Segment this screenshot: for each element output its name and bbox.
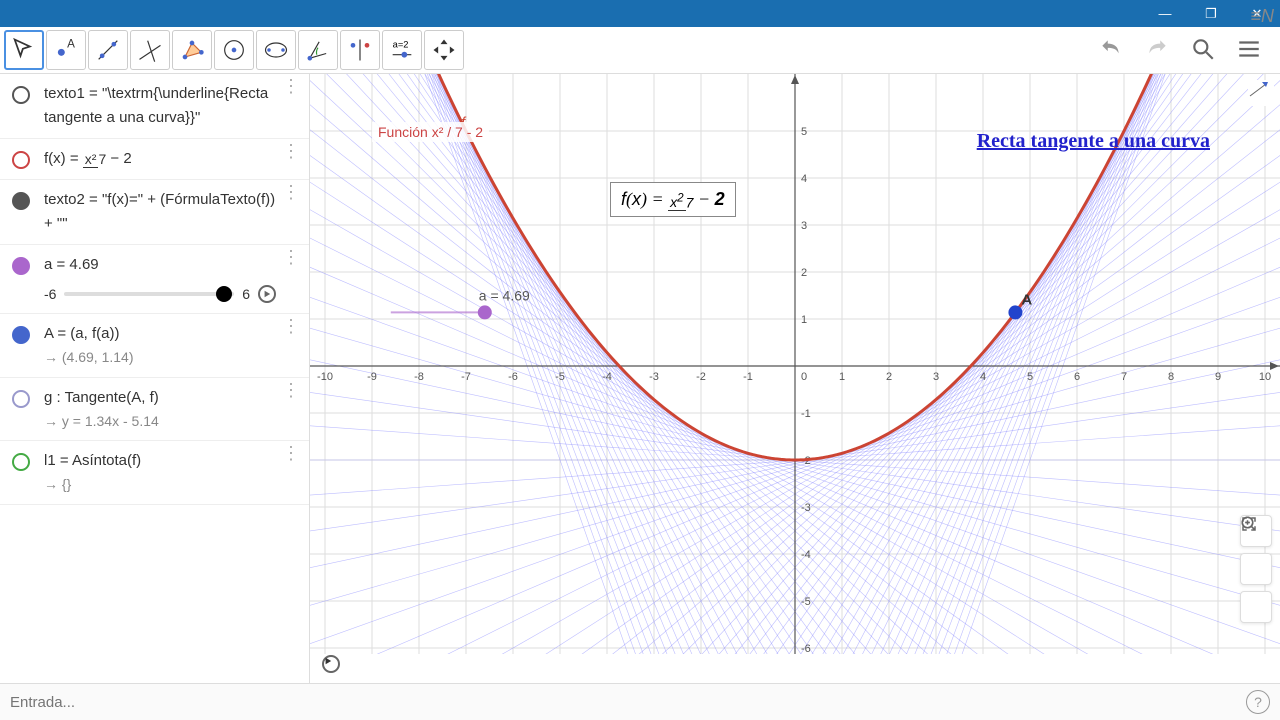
item-menu-button[interactable]: ⋮ [276,82,305,130]
visibility-dot[interactable] [12,192,30,210]
slider-label: a = 4.69 [44,253,276,277]
svg-text:1: 1 [839,371,845,383]
algebra-definition: texto2 = "f(x)=" + (FórmulaTexto(f)) + "… [44,188,276,236]
svg-text:-6: -6 [508,371,518,383]
svg-text:-5: -5 [555,371,565,383]
svg-text:2: 2 [801,267,807,279]
graphics-settings-button[interactable] [1248,80,1274,106]
svg-text:3: 3 [801,220,807,232]
svg-text:5: 5 [1027,371,1033,383]
tool-polygon[interactable] [172,30,212,70]
zoom-out-button[interactable] [1240,553,1272,585]
command-input[interactable] [10,694,1246,711]
item-menu-button[interactable]: ⋮ [276,322,305,368]
algebra-value: → y = 1.34x - 5.14 [44,410,276,432]
algebra-value: → {} [44,473,276,495]
minimize-button[interactable]: — [1142,0,1188,27]
tool-slider[interactable]: a=2 [382,30,422,70]
algebra-definition: texto1 = "\textrm{\underline{Recta tange… [44,82,276,130]
svg-text:a = 4.69: a = 4.69 [479,287,530,303]
algebra-definition: g : Tangente(A, f) [44,386,276,410]
svg-text:-9: -9 [367,371,377,383]
tool-perpendicular[interactable] [130,30,170,70]
svg-text:9: 9 [1215,371,1221,383]
item-menu-button[interactable]: ⋮ [276,386,305,432]
formula-box: f(x) = x27 − 2 [610,182,736,217]
svg-text:-1: -1 [743,371,753,383]
svg-text:-10: -10 [317,371,333,383]
svg-text:-3: -3 [801,502,811,514]
visibility-dot[interactable] [12,326,30,344]
svg-text:8: 8 [1168,371,1174,383]
tool-circle[interactable] [214,30,254,70]
svg-text:A: A [67,38,75,51]
svg-text:-7: -7 [461,371,471,383]
svg-text:3: 3 [933,371,939,383]
algebra-definition: A = (a, f(a)) [44,322,276,346]
algebra-item-4[interactable]: A = (a, f(a))→ (4.69, 1.14)⋮ [0,314,309,377]
visibility-dot[interactable] [12,390,30,408]
undo-button[interactable] [1092,30,1130,71]
algebra-view: ≡Ntexto1 = "\textrm{\underline{Recta tan… [0,74,310,683]
svg-text:4: 4 [980,371,986,383]
algebra-definition: f(x) = x²7 − 2 [44,147,276,171]
slider-play-button[interactable] [258,285,276,303]
tool-point[interactable]: A [46,30,86,70]
tool-move[interactable] [4,30,44,70]
item-menu-button[interactable]: ⋮ [276,147,305,171]
window-titlebar: — ❐ ✕ [0,0,1280,27]
visibility-dot[interactable] [12,86,30,104]
tool-ellipse[interactable] [256,30,296,70]
input-bar: ? [0,683,1280,720]
svg-text:-4: -4 [801,549,811,561]
svg-text:-8: -8 [414,371,424,383]
svg-text:a=2: a=2 [393,40,409,50]
svg-text:2: 2 [886,371,892,383]
svg-text:A: A [1021,291,1032,308]
slider-track[interactable] [64,292,234,296]
svg-text:5: 5 [801,126,807,138]
title-label: Recta tangente a una curva [977,130,1210,153]
search-button[interactable] [1184,30,1222,71]
svg-text:4: 4 [801,173,807,185]
svg-text:6: 6 [1074,371,1080,383]
algebra-item-6[interactable]: l1 = Asíntota(f)→ {}⋮ [0,441,309,504]
svg-text:-5: -5 [801,596,811,608]
svg-text:-6: -6 [801,643,811,654]
algebra-item-2[interactable]: texto2 = "f(x)=" + (FórmulaTexto(f)) + "… [0,180,309,245]
svg-text:10: 10 [1259,371,1271,383]
svg-text:-2: -2 [696,371,706,383]
svg-text:-1: -1 [801,408,811,420]
algebra-item-5[interactable]: g : Tangente(A, f)→ y = 1.34x - 5.14⋮ [0,378,309,441]
item-menu-button[interactable]: ⋮ [276,449,305,495]
item-menu-button[interactable]: ⋮ [276,253,305,305]
maximize-button[interactable]: ❐ [1188,0,1234,27]
svg-text:-4: -4 [602,371,612,383]
algebra-item-3[interactable]: a = 4.69-66⋮ [0,245,309,314]
svg-text:-3: -3 [649,371,659,383]
item-menu-button[interactable]: ⋮ [276,188,305,236]
visibility-dot[interactable] [12,453,30,471]
algebra-value: → (4.69, 1.14) [44,346,276,368]
help-button[interactable]: ? [1246,690,1270,714]
tool-reflect[interactable] [340,30,380,70]
algebra-item-0[interactable]: texto1 = "\textrm{\underline{Recta tange… [0,74,309,139]
tool-angle[interactable] [298,30,338,70]
graphics-view[interactable]: -10-9-8-7-6-5-4-3-2-112345678910-6-5-4-3… [310,74,1280,683]
animation-play-button[interactable] [322,655,340,673]
tool-line[interactable] [88,30,128,70]
menu-button[interactable] [1230,30,1268,71]
svg-text:0: 0 [801,371,807,383]
svg-text:1: 1 [801,314,807,326]
function-label: Función x² / 7 - 2 [372,122,489,142]
algebra-definition: l1 = Asíntota(f) [44,449,276,473]
visibility-dot[interactable] [12,257,30,275]
main-toolbar: A a=2 [0,27,1280,74]
fullscreen-button[interactable] [1240,591,1272,623]
visibility-dot[interactable] [12,151,30,169]
redo-button[interactable] [1138,30,1176,71]
svg-text:7: 7 [1121,371,1127,383]
tool-move-view[interactable] [424,30,464,70]
algebra-item-1[interactable]: f(x) = x²7 − 2⋮ [0,139,309,180]
